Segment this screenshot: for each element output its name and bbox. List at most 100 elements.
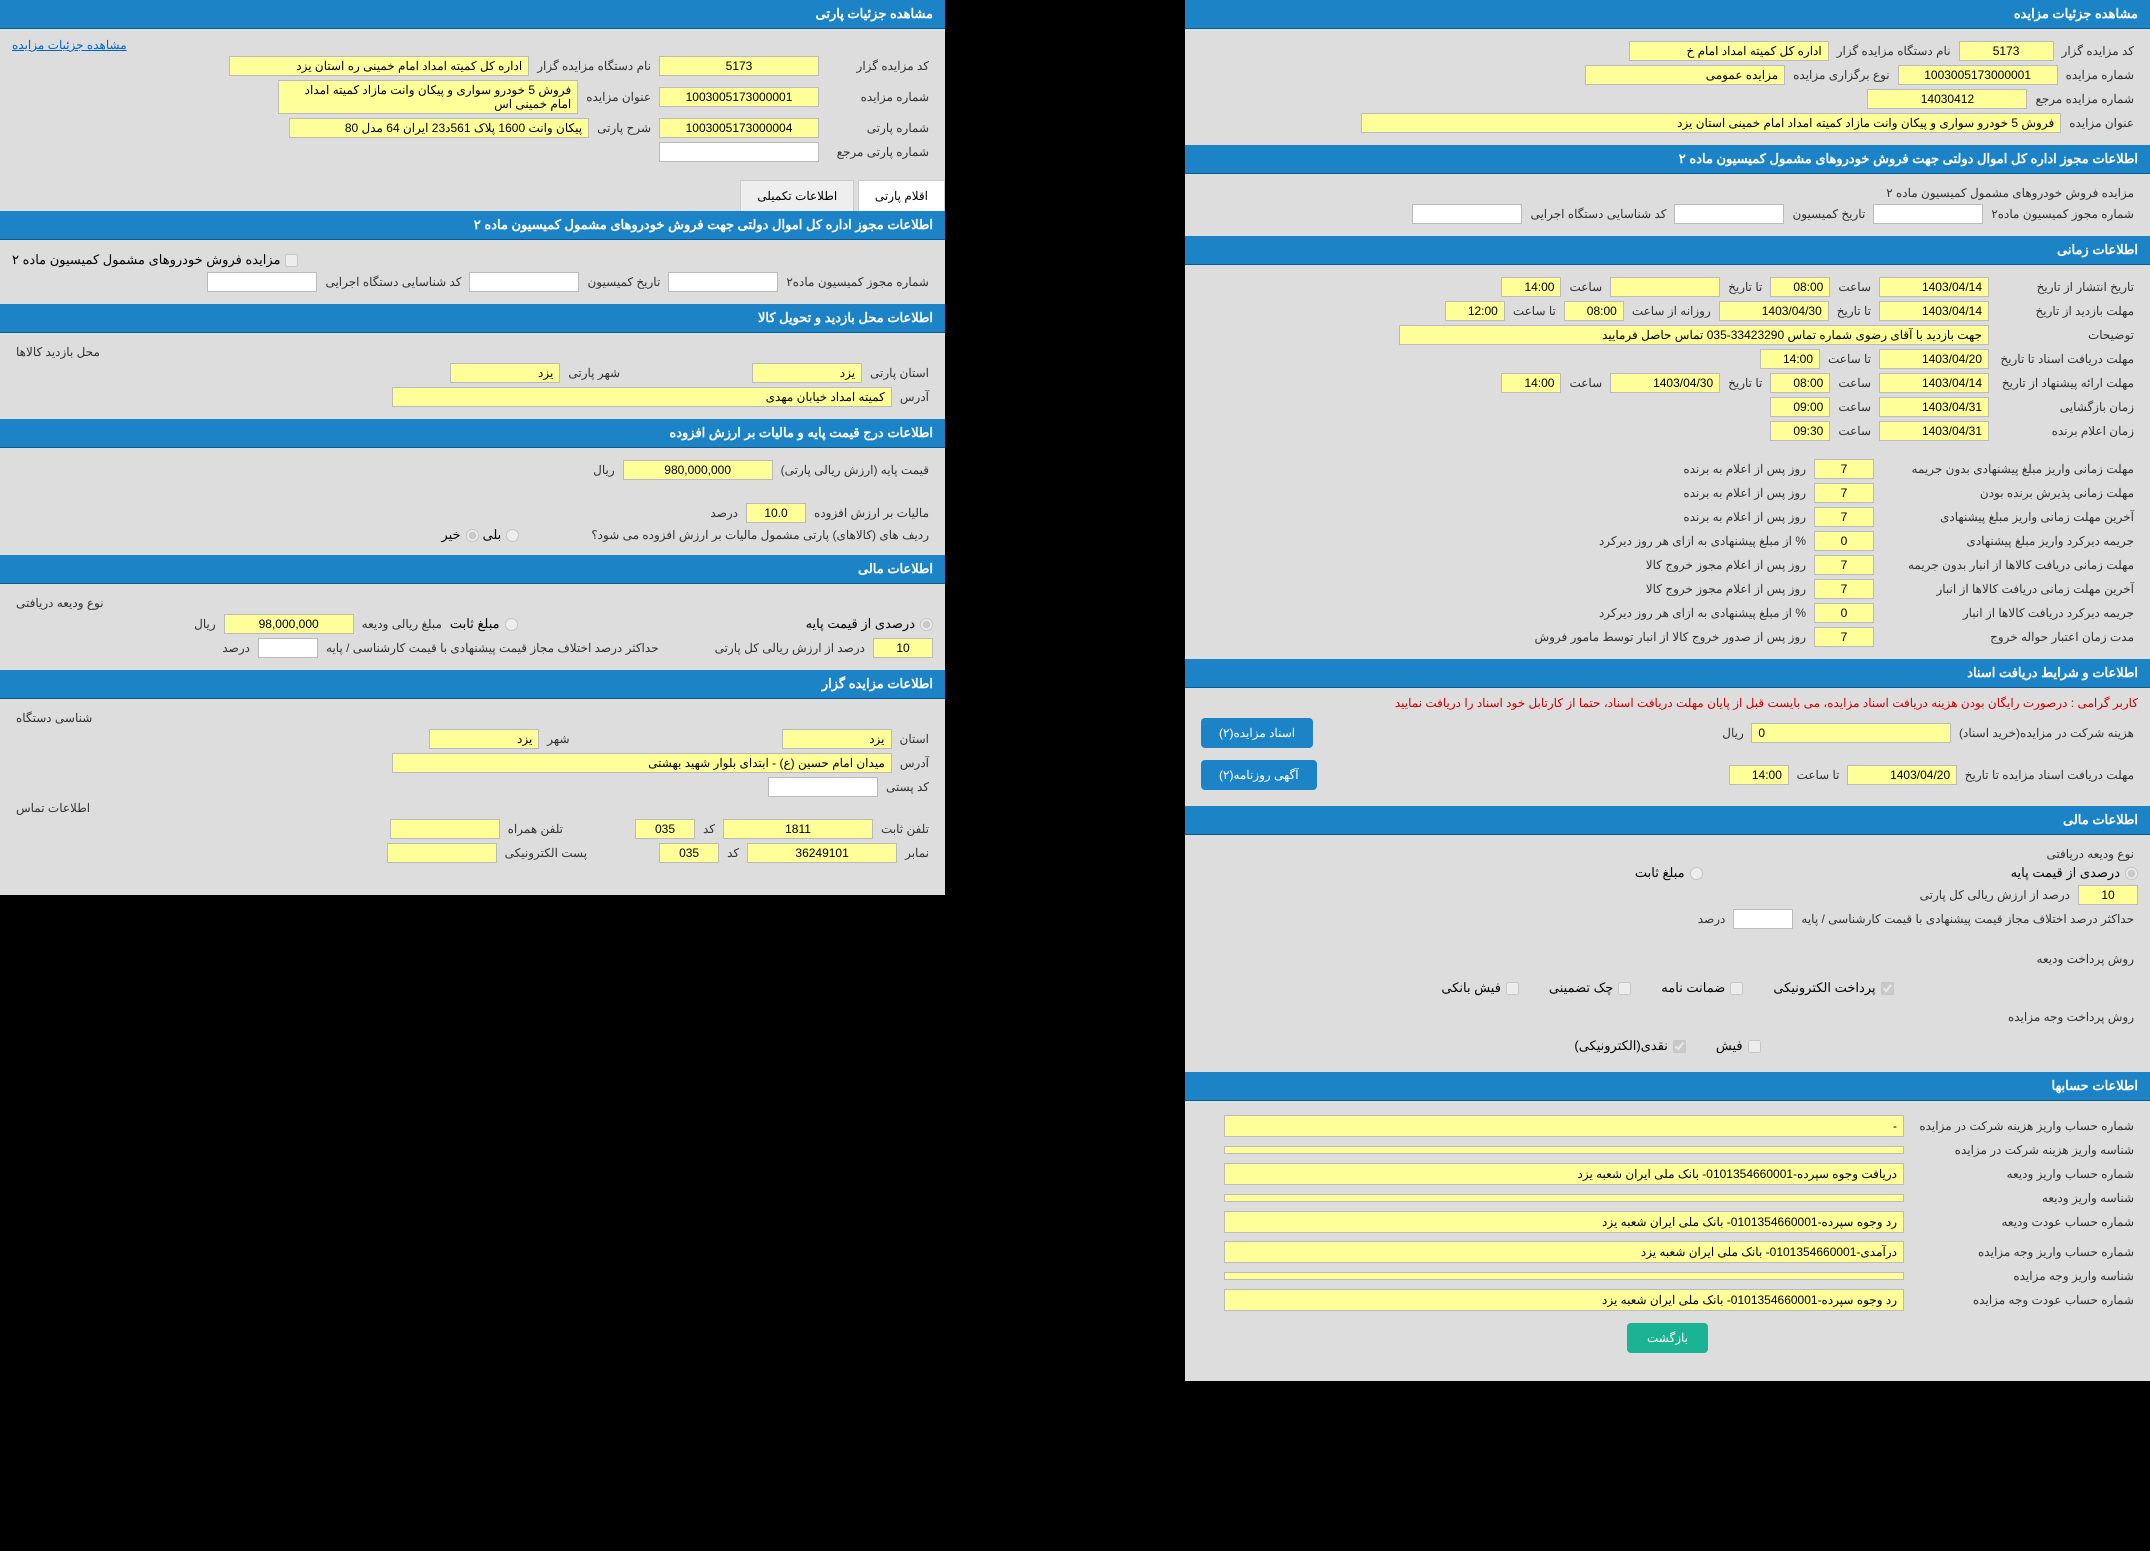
radio-pct-base: درصدی از قیمت پایه: [2011, 865, 2138, 881]
r-section-location: اطلاعات محل بازدید و تحویل کالا: [0, 304, 945, 333]
r-val-city2: یزد: [429, 729, 539, 749]
r-val-num: 1003005173000001: [659, 87, 819, 107]
btn-news[interactable]: آگهی روزنامه(۲): [1201, 760, 1317, 790]
u-p1: % از مبلغ پیشنهادی به ازای هر روز دیرکرد: [1595, 534, 1810, 548]
r-lbl-postal: کد پستی: [882, 780, 933, 794]
lbl-dl5: آخرین مهلت زمانی دریافت کالاها از انبار: [1878, 582, 2138, 596]
label-com-num: شماره مجوز کمیسیون ماده۲: [1987, 207, 2138, 221]
r-val-tel: 1811: [723, 819, 873, 839]
val-d1: 1403/04/14: [1879, 277, 1989, 297]
lbl-dl1: مهلت زمانی واریز مبلغ پیشنهادی بدون جریم…: [1878, 462, 2138, 476]
r-lbl-contact: اطلاعات تماس: [12, 801, 94, 815]
section-docs: اطلاعات و شرایط دریافت اسناد: [1185, 659, 2150, 688]
r-radio-pct: درصدی از قیمت پایه: [806, 616, 933, 632]
r-lbl-party: شماره پارتی: [823, 121, 933, 135]
lbl-t7: ساعت: [1834, 400, 1875, 414]
val-d3: 1403/04/20: [1879, 349, 1989, 369]
lbl-a7: شناسه واریز وجه مزایده: [1908, 1269, 2138, 1283]
lbl-a6: شماره حساب واریز وجه مزایده: [1908, 1245, 2138, 1259]
lbl-to3: تا تاریخ: [1724, 376, 1766, 390]
tab-items[interactable]: اقلام پارتی: [858, 180, 945, 211]
chk-commission: مزایده فروش خودروهای مشمول کمیسیون ماده …: [12, 252, 298, 268]
r-lbl-pctu: درصد: [218, 641, 254, 655]
radio-no: خیر: [441, 527, 478, 543]
r-lbl-num: شماره مزایده: [823, 90, 933, 104]
lbl-pay1: روش پرداخت ودیعه: [2033, 952, 2138, 966]
u-dl5: روز پس از اعلام مجوز خروج کالا: [1642, 582, 1810, 596]
chk-check: چک تضمینی: [1549, 980, 1631, 996]
r-val-addr2: میدان امام حسین (ع) - ابتدای بلوار شهید …: [392, 753, 892, 773]
auction-details-panel: مشاهده جزئیات مزایده کد مزایده گزار 5173…: [1185, 0, 2150, 1381]
r-val-desc: پیکان وانت 1600 پلاک 561د23 ایران 64 مدل…: [289, 118, 589, 138]
val-d2b: 1403/04/30: [1719, 301, 1829, 321]
val-d6: 1403/04/31: [1879, 421, 1989, 441]
section-auction-details: مشاهده جزئیات مزایده: [1185, 0, 2150, 29]
val-t2: 14:00: [1501, 277, 1561, 297]
lbl-visit: مهلت بازدید از تاریخ: [1993, 304, 2138, 318]
lbl-pct: درصد از ارزش ریالی کل پارتی: [1916, 888, 2074, 902]
lbl-dl6: مدت زمان اعتبار حواله خروج: [1878, 630, 2138, 644]
r-val-base: 980,000,000: [623, 460, 773, 480]
lbl-to: تا تاریخ: [1724, 280, 1766, 294]
r-in-comdate[interactable]: [469, 272, 579, 292]
r-lbl-rial2: ریال: [190, 617, 220, 631]
val-pct10: 10: [2078, 885, 2138, 905]
u-dl3: روز پس از اعلام به برنده: [1679, 510, 1810, 524]
input-com-date[interactable]: [1674, 204, 1784, 224]
r-val-party: 1003005173000004: [659, 118, 819, 138]
lbl-a4: شناسه واریز ودیعه: [1908, 1191, 2138, 1205]
r-in-exec[interactable]: [207, 272, 317, 292]
val-a5: رد وجوه سپرده-0101354660001- بانک ملی ای…: [1224, 1211, 1904, 1233]
r-lbl-base: قیمت پایه (ارزش ریالی پارتی): [777, 463, 933, 477]
r-val-prov2: یزد: [782, 729, 892, 749]
r-lbl-mobile: تلفن همراه: [504, 822, 567, 836]
r-lbl-fax: نمابر: [901, 846, 933, 860]
r-lbl-dep: نوع ودیعه دریافتی: [12, 596, 108, 610]
r-lbl-area2: کد: [723, 846, 743, 860]
v-dl3: 7: [1814, 507, 1874, 527]
val-org: اداره کل کمیته امداد امام خ: [1629, 41, 1829, 61]
label-exec-id: کد شناسایی دستگاه اجرایی: [1526, 207, 1670, 221]
r-lbl-tel: تلفن ثابت: [877, 822, 933, 836]
r-lbl-prov: استان پارتی: [866, 366, 933, 380]
link-auction-details[interactable]: مشاهده جزئیات مزایده: [12, 38, 127, 52]
r-lbl-loc: محل بازدید کالاها: [12, 345, 104, 359]
val-a1: -: [1224, 1115, 1904, 1137]
r-lbl-devid: شناسی دستگاه: [12, 711, 96, 725]
sub-permit: مزایده فروش خودروهای مشمول کمیسیون ماده …: [1882, 186, 2138, 200]
chk-bank: فیش بانکی: [1441, 980, 1519, 996]
r-val-pct10: 10: [873, 638, 933, 658]
radio-yes: بلی: [483, 527, 520, 543]
input-exec-id[interactable]: [1412, 204, 1522, 224]
lbl-a5: شماره حساب عودت ودیعه: [1908, 1215, 2138, 1229]
btn-back[interactable]: بازگشت: [1627, 1323, 1708, 1353]
r-section-org: اطلاعات مزایده گزار: [0, 670, 945, 699]
val-t3a: 08:00: [1564, 301, 1624, 321]
lbl-to2: تا تاریخ: [1833, 304, 1875, 318]
r-section-permit: اطلاعات مجوز اداره کل اموال دولتی جهت فر…: [0, 211, 945, 240]
u-p2: % از مبلغ پیشنهادی به ازای هر روز دیرکرد: [1595, 606, 1810, 620]
r-val-city: یزد: [450, 363, 560, 383]
r-lbl-title: عنوان مزایده: [582, 90, 655, 104]
input-com-num[interactable]: [1873, 204, 1983, 224]
r-val-postal: [768, 777, 878, 797]
u-dl4: روز پس از اعلام مجوز خروج کالا: [1642, 558, 1810, 572]
tab-info[interactable]: اطلاعات تکمیلی: [740, 180, 854, 211]
chk-cash: نقدی(الکترونیکی): [1574, 1038, 1686, 1054]
val-t5b: 14:00: [1501, 373, 1561, 393]
lbl-bid: مهلت ارائه پیشنهاد از تاریخ: [1993, 376, 2138, 390]
party-details-panel: مشاهده جزئیات پارتی مشاهده جزئیات مزایده…: [0, 0, 945, 895]
r-in-comnum[interactable]: [668, 272, 778, 292]
lbl-t5: ساعت: [1834, 376, 1875, 390]
btn-docs[interactable]: اسناد مزایده(۲): [1201, 718, 1313, 748]
chk-electronic: پرداخت الکترونیکی: [1773, 980, 1893, 996]
r-lbl-comnum: شماره مجوز کمیسیون ماده۲: [782, 275, 933, 289]
r-val-org: اداره کل کمیته امداد امام خمینی ره استان…: [229, 56, 529, 76]
val-t6: 09:00: [1770, 397, 1830, 417]
val-doc-t: 14:00: [1729, 765, 1789, 785]
val-t7: 09:30: [1770, 421, 1830, 441]
lbl-pay2: روش پرداخت وجه مزایده: [2004, 1010, 2138, 1024]
r-val-title: فروش 5 خودرو سواری و پیکان وانت مازاد کم…: [278, 80, 578, 114]
lbl-doc: مهلت دریافت اسناد تا تاریخ: [1993, 352, 2138, 366]
r-radio-fixed: مبلغ ثابت: [450, 616, 518, 632]
